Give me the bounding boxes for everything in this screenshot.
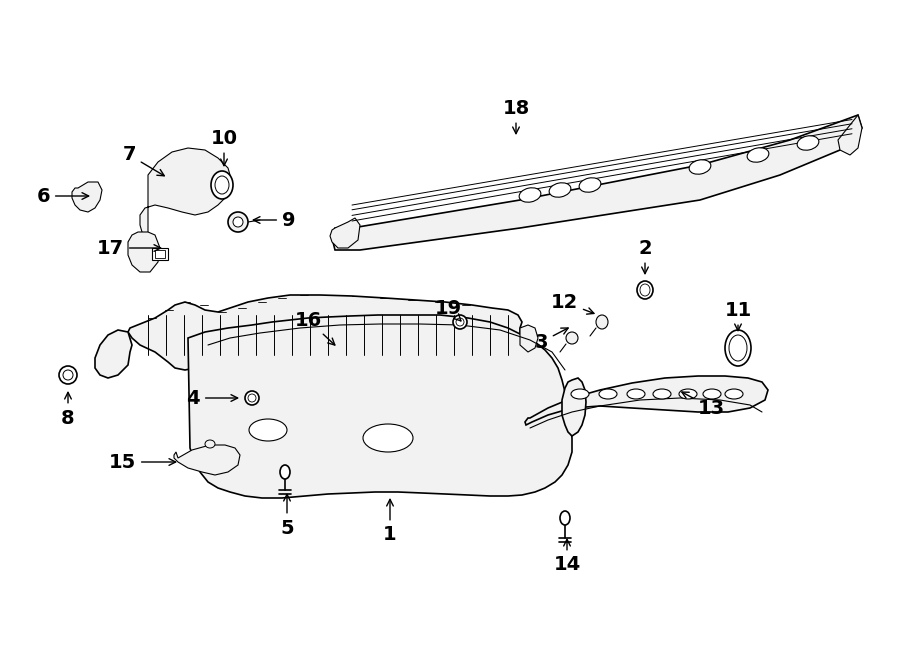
Text: 13: 13 [682,392,725,418]
Ellipse shape [596,315,608,329]
Ellipse shape [747,148,769,162]
Ellipse shape [245,391,259,405]
Ellipse shape [797,136,819,150]
Ellipse shape [248,394,256,402]
Text: 16: 16 [294,311,335,345]
Polygon shape [838,115,862,155]
Ellipse shape [571,389,589,399]
Ellipse shape [725,330,751,366]
Polygon shape [128,232,160,272]
Text: 10: 10 [211,128,238,166]
Ellipse shape [228,212,248,232]
Ellipse shape [599,389,617,399]
Ellipse shape [549,183,571,197]
Text: 9: 9 [253,210,295,229]
Text: 7: 7 [122,145,165,176]
Ellipse shape [637,281,653,299]
Polygon shape [72,182,102,212]
Polygon shape [152,248,168,260]
Ellipse shape [627,389,645,399]
Polygon shape [128,295,522,370]
Ellipse shape [205,440,215,448]
Polygon shape [174,445,240,475]
Polygon shape [188,315,572,498]
Ellipse shape [363,424,413,452]
Text: 2: 2 [638,239,652,274]
Polygon shape [562,378,586,436]
Ellipse shape [456,318,464,326]
Text: 11: 11 [724,301,751,330]
Polygon shape [330,218,360,248]
Polygon shape [520,325,538,352]
Ellipse shape [679,389,697,399]
Ellipse shape [59,366,77,384]
Polygon shape [525,376,768,425]
Text: 6: 6 [36,186,89,206]
Ellipse shape [689,160,711,175]
Text: 19: 19 [435,299,462,321]
Ellipse shape [249,419,287,441]
Ellipse shape [729,335,747,361]
Text: 14: 14 [554,539,580,574]
Ellipse shape [211,171,233,199]
Text: 1: 1 [383,499,397,545]
Polygon shape [140,148,232,235]
Text: 12: 12 [551,293,594,314]
Polygon shape [332,115,862,250]
Ellipse shape [566,332,578,344]
Ellipse shape [215,176,229,194]
Ellipse shape [703,389,721,399]
Ellipse shape [725,389,743,399]
Text: 3: 3 [535,328,568,352]
Ellipse shape [519,188,541,202]
Ellipse shape [579,178,601,192]
Text: 8: 8 [61,393,75,428]
Text: 18: 18 [502,98,529,134]
Ellipse shape [653,389,671,399]
Polygon shape [155,250,165,258]
Polygon shape [95,330,132,378]
Ellipse shape [63,370,73,380]
Ellipse shape [233,217,243,227]
Ellipse shape [560,511,570,525]
Text: 5: 5 [280,494,293,537]
Text: 17: 17 [97,239,161,258]
Text: 15: 15 [109,453,176,471]
Ellipse shape [640,284,650,296]
Ellipse shape [453,315,467,329]
Ellipse shape [280,465,290,479]
Text: 4: 4 [186,389,238,407]
